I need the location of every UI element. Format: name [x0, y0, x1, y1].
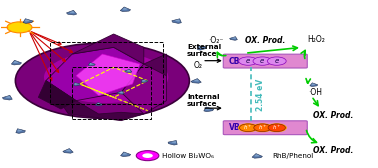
- Polygon shape: [172, 19, 181, 23]
- Text: RhB/Phenol: RhB/Phenol: [272, 153, 313, 159]
- Polygon shape: [310, 83, 318, 87]
- Polygon shape: [38, 81, 76, 109]
- FancyBboxPatch shape: [223, 121, 307, 135]
- Polygon shape: [74, 83, 78, 85]
- Polygon shape: [13, 61, 19, 63]
- Text: CB: CB: [229, 57, 240, 66]
- Polygon shape: [197, 46, 206, 50]
- Circle shape: [7, 22, 32, 33]
- Polygon shape: [122, 8, 128, 10]
- Polygon shape: [120, 7, 131, 12]
- Circle shape: [136, 151, 159, 161]
- Text: Hollow Bi₂WO₆: Hollow Bi₂WO₆: [162, 153, 214, 159]
- Circle shape: [268, 124, 285, 132]
- Polygon shape: [11, 60, 22, 65]
- Circle shape: [252, 123, 273, 132]
- Polygon shape: [206, 108, 211, 110]
- Text: ·OH: ·OH: [308, 88, 322, 97]
- Polygon shape: [122, 153, 128, 155]
- Polygon shape: [17, 129, 22, 132]
- Polygon shape: [142, 80, 146, 81]
- Polygon shape: [74, 83, 80, 86]
- Polygon shape: [121, 64, 166, 114]
- Circle shape: [254, 124, 271, 132]
- Polygon shape: [175, 19, 180, 22]
- Text: $e$: $e$: [259, 57, 265, 65]
- Polygon shape: [232, 37, 236, 39]
- Circle shape: [238, 123, 258, 132]
- Polygon shape: [95, 102, 103, 106]
- Ellipse shape: [44, 52, 168, 103]
- Text: External
surface: External surface: [187, 44, 221, 57]
- Polygon shape: [16, 129, 25, 133]
- Polygon shape: [66, 149, 71, 152]
- Polygon shape: [76, 54, 140, 96]
- Text: $h^+$: $h^+$: [243, 123, 253, 132]
- Circle shape: [267, 57, 286, 65]
- Polygon shape: [46, 47, 144, 101]
- Polygon shape: [168, 140, 177, 145]
- Text: $h^+$: $h^+$: [258, 123, 267, 132]
- Polygon shape: [125, 69, 132, 73]
- Polygon shape: [204, 107, 214, 112]
- Polygon shape: [67, 10, 77, 15]
- Circle shape: [266, 123, 287, 132]
- Polygon shape: [254, 154, 259, 156]
- Text: $e$: $e$: [274, 57, 280, 65]
- Polygon shape: [97, 103, 101, 104]
- Polygon shape: [117, 91, 124, 94]
- Polygon shape: [127, 70, 130, 71]
- Polygon shape: [63, 149, 73, 153]
- Polygon shape: [46, 81, 144, 121]
- Polygon shape: [2, 95, 12, 100]
- Text: O₂: O₂: [194, 61, 203, 70]
- Polygon shape: [89, 63, 93, 65]
- Circle shape: [239, 57, 257, 65]
- Polygon shape: [311, 83, 315, 85]
- Circle shape: [142, 153, 153, 158]
- Polygon shape: [198, 46, 203, 48]
- Polygon shape: [144, 54, 166, 89]
- FancyBboxPatch shape: [223, 54, 307, 68]
- Polygon shape: [194, 79, 199, 81]
- Polygon shape: [23, 19, 33, 23]
- Polygon shape: [172, 141, 176, 143]
- Text: OX. Prod.: OX. Prod.: [245, 36, 285, 45]
- Polygon shape: [252, 154, 262, 158]
- Polygon shape: [88, 63, 95, 66]
- Polygon shape: [70, 11, 75, 13]
- Circle shape: [253, 57, 272, 65]
- Text: VB: VB: [229, 123, 240, 132]
- Text: 2.54 eV: 2.54 eV: [256, 78, 265, 111]
- Polygon shape: [141, 79, 148, 83]
- Polygon shape: [25, 19, 29, 22]
- Polygon shape: [121, 152, 131, 157]
- Text: H₂O₂: H₂O₂: [308, 35, 325, 44]
- Text: OX. Prod.: OX. Prod.: [313, 146, 354, 155]
- Text: OX. Prod.: OX. Prod.: [313, 111, 354, 120]
- Polygon shape: [119, 91, 123, 93]
- Text: ·O₂⁻: ·O₂⁻: [208, 36, 223, 45]
- Polygon shape: [229, 37, 237, 40]
- Polygon shape: [191, 79, 201, 83]
- Text: $e$: $e$: [245, 57, 251, 65]
- Ellipse shape: [15, 43, 189, 118]
- Ellipse shape: [73, 58, 147, 90]
- Polygon shape: [6, 96, 11, 98]
- Text: Internal
surface: Internal surface: [187, 94, 220, 107]
- Polygon shape: [72, 34, 144, 64]
- Circle shape: [240, 124, 257, 132]
- Text: $h^+$: $h^+$: [272, 123, 282, 132]
